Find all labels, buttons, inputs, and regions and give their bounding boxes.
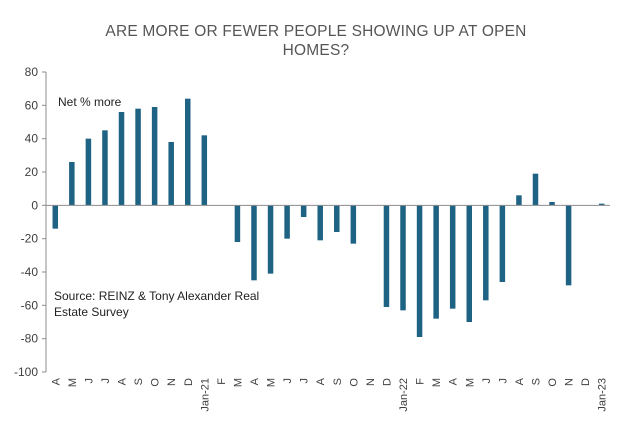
x-tick-label: N	[166, 378, 178, 386]
x-tick-label: O	[547, 378, 559, 387]
x-tick-label: M	[431, 378, 443, 387]
annotation-source-line-1: Source: REINZ & Tony Alexander Real	[54, 289, 259, 303]
y-axis: 80 60 40 20 0 -20 -40 -60 -80 -100	[14, 65, 47, 379]
bar-3	[102, 130, 108, 206]
y-tick-label: -100	[14, 365, 38, 379]
x-tick-label: J	[481, 378, 493, 384]
y-tick-label: 0	[31, 198, 38, 212]
bar-21	[400, 205, 406, 311]
bar-13	[267, 205, 274, 274]
y-tick-label: -20	[21, 232, 39, 246]
bar-25	[466, 205, 472, 322]
x-tick-label: J	[100, 378, 112, 384]
bar-33	[598, 203, 605, 206]
y-tick-label: 80	[25, 65, 39, 79]
x-tick-label: Jan-22	[398, 378, 410, 412]
bar-9	[201, 135, 208, 206]
bar-0	[52, 205, 59, 229]
x-tick-label: M	[232, 378, 244, 387]
x-tick-label: J	[282, 378, 294, 384]
bar-5	[135, 108, 141, 206]
x-tick-label: O	[348, 378, 360, 387]
x-tick-label: Jan-23	[597, 378, 609, 412]
x-tick-label: S	[133, 378, 145, 385]
x-tick-label: J	[83, 378, 95, 384]
bar-15	[300, 205, 307, 217]
bars	[52, 98, 605, 337]
y-tick-label: -40	[21, 265, 39, 279]
x-tick-label: M	[266, 378, 278, 387]
x-tick-label: M	[67, 378, 79, 387]
x-tick-label: D	[381, 378, 393, 386]
x-tick-label: N	[365, 378, 377, 386]
bar-11	[234, 205, 241, 242]
bar-18	[350, 205, 357, 244]
x-tick-label: S	[530, 378, 542, 385]
bar-26	[483, 205, 489, 301]
chart-title-line-1: ARE MORE OR FEWER PEOPLE SHOWING UP AT O…	[105, 23, 527, 40]
y-tick-label: -80	[21, 332, 39, 346]
x-tick-label: A	[448, 377, 460, 385]
x-tick-label: A	[514, 377, 526, 385]
x-tick-label: Jan-21	[199, 378, 211, 412]
x-axis: A M J J A S O N D Jan-21 F M A M J J A S O N D Jan-22 F M A M J J A S…	[46, 204, 610, 412]
bar-27	[499, 205, 506, 282]
x-tick-label: F	[216, 378, 228, 385]
x-tick-label: S	[332, 378, 344, 385]
x-tick-label: J	[497, 378, 509, 384]
bar-16	[317, 205, 323, 241]
bar-31	[565, 205, 572, 286]
bar-29	[532, 173, 539, 206]
bar-17	[334, 205, 340, 232]
annotation-source-line-2: Estate Survey	[54, 305, 129, 319]
x-tick-label: N	[564, 378, 576, 386]
y-tick-label: -60	[21, 298, 39, 312]
x-tick-label: O	[150, 378, 162, 387]
y-tick-label: 20	[25, 165, 39, 179]
bar-24	[449, 205, 456, 309]
x-tick-label: A	[50, 377, 62, 385]
chart-title-line-2: HOMES?	[282, 42, 350, 59]
bar-4	[118, 112, 125, 206]
bar-28	[516, 195, 522, 206]
y-tick-label: 60	[25, 98, 39, 112]
bar-14	[284, 205, 290, 239]
y-tick-label: 40	[25, 132, 39, 146]
bar-20	[383, 205, 390, 307]
bar-1	[69, 162, 75, 206]
x-tick-label: M	[464, 378, 476, 387]
bar-6	[151, 107, 158, 206]
bar-22	[416, 205, 423, 337]
x-tick-label: J	[299, 378, 311, 384]
bar-7	[168, 142, 174, 206]
chart-title: ARE MORE OR FEWER PEOPLE SHOWING UP AT O…	[0, 22, 632, 60]
bar-12	[251, 205, 257, 281]
x-tick-label: D	[183, 378, 195, 386]
x-tick-label: A	[315, 377, 327, 385]
bar-23	[433, 205, 439, 319]
bar-8	[185, 98, 191, 206]
x-tick-label: A	[117, 377, 129, 385]
x-tick-label: D	[580, 378, 592, 386]
bar-2	[85, 138, 92, 206]
x-tick-label: F	[415, 378, 427, 385]
annotation-net-pct-more: Net % more	[58, 95, 122, 109]
bar-30	[549, 202, 555, 206]
x-tick-label: A	[249, 377, 261, 385]
